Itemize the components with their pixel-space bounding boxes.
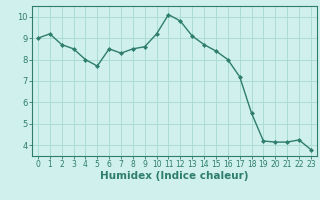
- X-axis label: Humidex (Indice chaleur): Humidex (Indice chaleur): [100, 171, 249, 181]
